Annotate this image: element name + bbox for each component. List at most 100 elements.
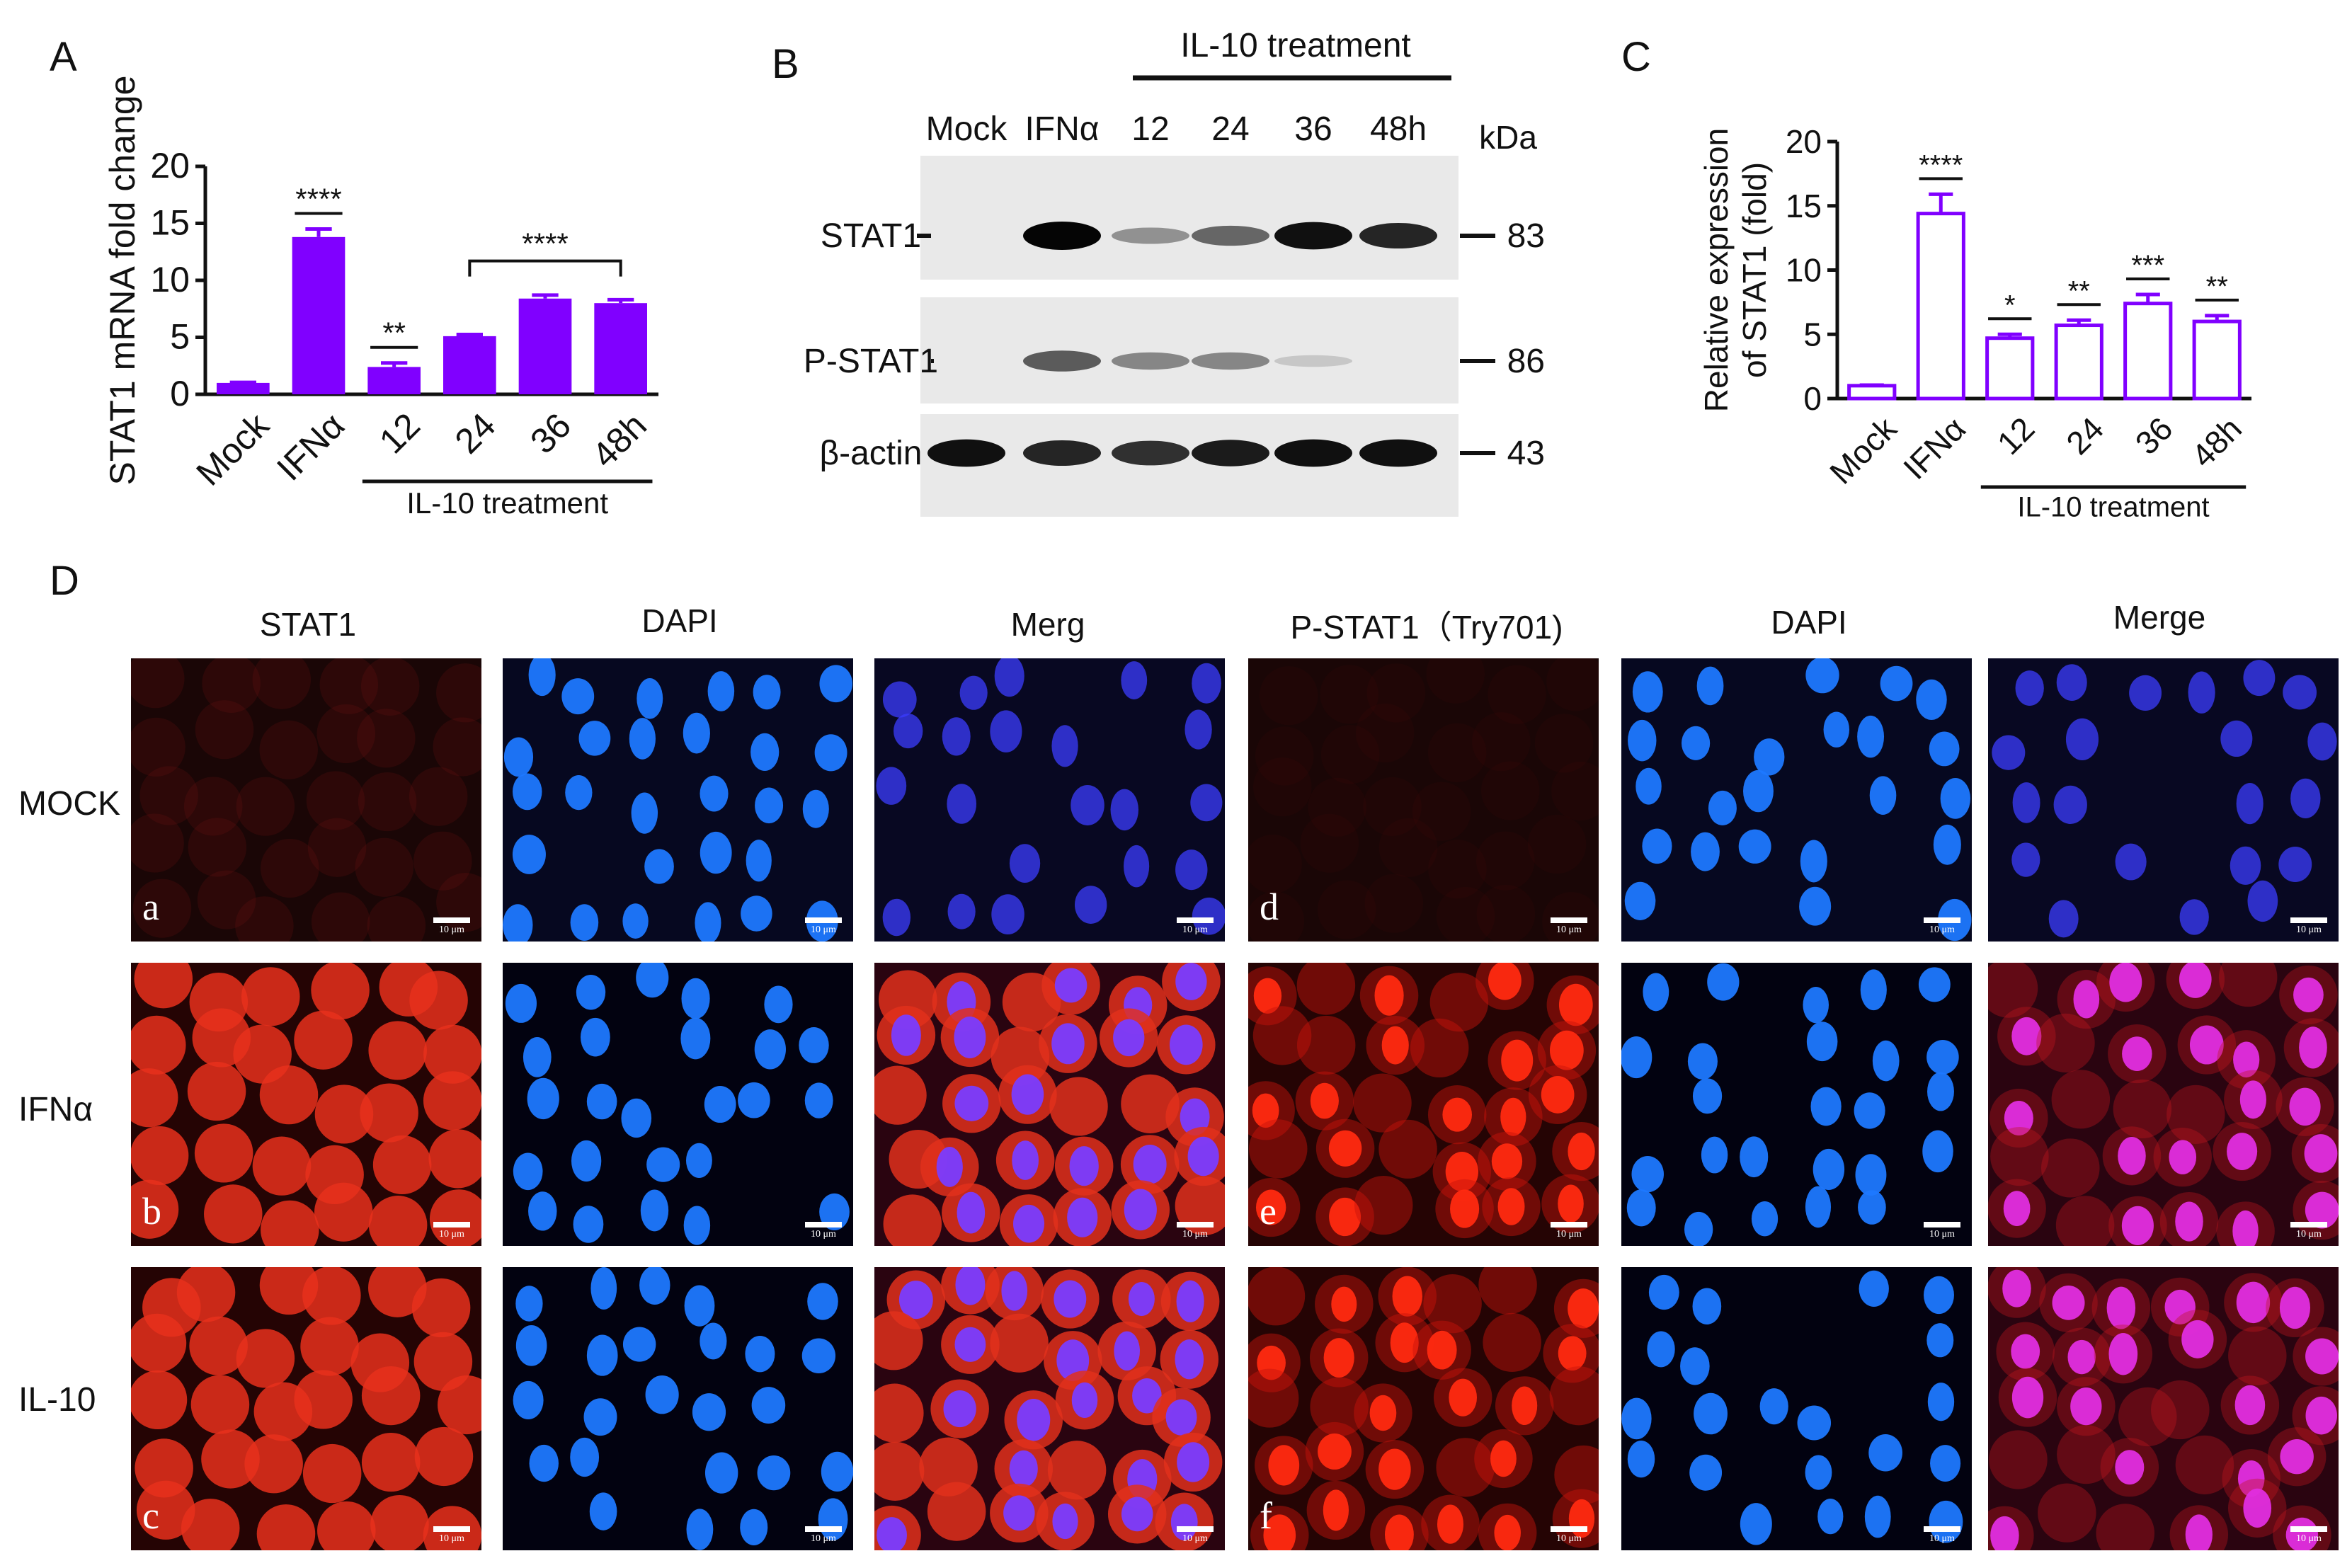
cell-nucleus [1918, 967, 1951, 1002]
cell-nucleus [1558, 1336, 1587, 1371]
cell-nucleus [1488, 963, 1522, 1000]
cell-nucleus [1707, 963, 1740, 1001]
cell-body [236, 777, 295, 836]
x-tick-label: 36 [2128, 410, 2180, 462]
cell-nucleus [1621, 1036, 1652, 1079]
cell-nucleus [1017, 1399, 1051, 1441]
cell-nucleus [1069, 1146, 1099, 1186]
cell-nucleus [1323, 1338, 1354, 1378]
y-axis-label: of STAT1 (fold) [1736, 162, 1773, 378]
cell-nucleus [527, 1077, 559, 1120]
y-tick-label: 10 [1786, 252, 1822, 289]
cell-nucleus [640, 1189, 669, 1232]
column-title-p-stat1: P-STAT1（Try701) [1290, 609, 1563, 646]
cell-nucleus [1805, 1455, 1832, 1490]
micrograph-panel: 10 μm [1988, 963, 2339, 1246]
cell-body [1480, 761, 1540, 820]
cell-body [1363, 777, 1422, 836]
micrograph-image [1248, 1267, 1599, 1550]
cell-nucleus [515, 1325, 547, 1366]
micrograph-image [131, 1267, 481, 1550]
cell-nucleus [1933, 824, 1961, 865]
cell-nucleus [2243, 660, 2276, 697]
cell-nucleus [943, 1390, 976, 1428]
column-title-stat1: STAT1 [259, 606, 357, 643]
scale-bar-line [2290, 1526, 2327, 1532]
cell-nucleus [707, 671, 735, 711]
cell-nucleus [2232, 1210, 2259, 1246]
cell-nucleus [2067, 1339, 2096, 1375]
cell-nucleus [2121, 1206, 2154, 1245]
cell-nucleus [590, 1267, 617, 1310]
cell-body [236, 1329, 295, 1388]
scale-bar: 10 μm [2290, 1526, 2327, 1545]
cell-nucleus [1754, 738, 1785, 776]
cell-nucleus [2048, 900, 2079, 938]
cell-nucleus [2189, 1025, 2224, 1065]
blot-strip [920, 297, 1458, 404]
cell-nucleus [1692, 1288, 1722, 1325]
cell-nucleus [700, 1322, 727, 1360]
cell-nucleus [1114, 1331, 1140, 1371]
blot-band [1274, 355, 1352, 367]
cell-body [2038, 1483, 2096, 1543]
panel-c-label: C [1621, 34, 1651, 80]
cell-nucleus [2002, 1269, 2031, 1307]
scale-bar: 10 μm [1551, 1222, 1587, 1240]
cell-body [1990, 1127, 2049, 1186]
cell-nucleus [1328, 1130, 1362, 1167]
cell-body [131, 1126, 189, 1186]
cell-nucleus [1922, 1130, 1953, 1173]
cell-nucleus [700, 831, 732, 874]
scale-bar: 10 μm [433, 917, 470, 936]
micrograph-letter: f [1260, 1494, 1272, 1537]
cell-nucleus [2185, 1514, 2213, 1550]
cell-body [428, 1129, 481, 1189]
cell-nucleus [957, 1191, 986, 1234]
cell-nucleus [738, 1082, 770, 1118]
cell-nucleus [515, 1286, 543, 1322]
cell-nucleus [764, 985, 793, 1024]
cell-nucleus [1001, 1271, 1028, 1311]
bar [2192, 319, 2242, 401]
cell-nucleus [1500, 1097, 1526, 1136]
cell-nucleus [1427, 1330, 1457, 1370]
cell-nucleus [1817, 1499, 1844, 1535]
cell-nucleus [1927, 1383, 1955, 1421]
cell-nucleus [2011, 842, 2040, 877]
cell-nucleus [683, 1206, 711, 1245]
significance-label: *** [2131, 250, 2164, 281]
micrograph-panel: 10 μm [503, 658, 853, 942]
cell-body [423, 1071, 481, 1131]
cell-nucleus [2305, 1191, 2339, 1229]
cell-body [874, 1441, 925, 1501]
x-tick-label: IFNα [1896, 410, 1973, 486]
cell-body [411, 1278, 471, 1338]
cell-body [201, 1429, 260, 1489]
cell-body [1121, 1074, 1180, 1133]
cell-body [1410, 1018, 1469, 1078]
svg-text:C: C [1621, 34, 1651, 80]
cell-nucleus [1011, 1074, 1044, 1115]
cell-nucleus [2065, 718, 2099, 760]
cell-nucleus [1800, 840, 1827, 883]
bar [1985, 336, 2035, 401]
cell-nucleus [821, 1451, 853, 1492]
cell-body [436, 873, 481, 932]
cell-nucleus [2236, 782, 2263, 825]
cell-body [2167, 1085, 2225, 1144]
cell-body [261, 1200, 319, 1246]
cell-nucleus [799, 1027, 829, 1063]
kda-label: 86 [1507, 343, 1545, 380]
cell-nucleus [2307, 722, 2337, 761]
cell-body [259, 720, 318, 779]
cell-nucleus [741, 895, 772, 932]
micrograph-image [505, 963, 850, 1245]
cell-nucleus [1390, 1322, 1419, 1363]
cell-nucleus [685, 1143, 712, 1178]
y-tick-label: 0 [170, 374, 190, 413]
cell-body [1253, 757, 1312, 817]
micrograph-panel: a 10 μm [131, 658, 481, 942]
cell-nucleus [1740, 1503, 1772, 1545]
column-title-merge-1: Merg [1010, 606, 1085, 643]
